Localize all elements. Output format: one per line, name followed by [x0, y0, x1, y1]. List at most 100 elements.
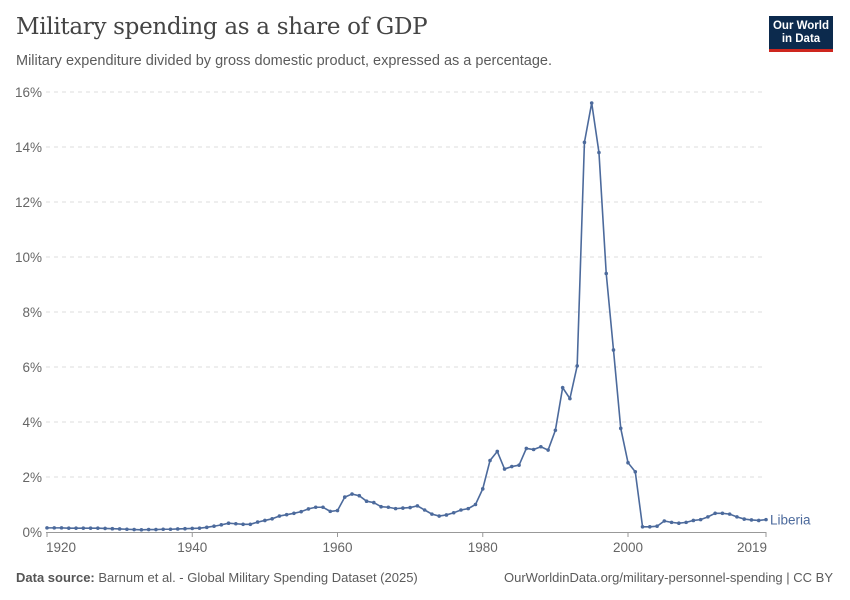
data-point — [444, 513, 449, 517]
series-label: Liberia — [770, 513, 811, 528]
data-point — [219, 523, 224, 527]
chart-subtitle: Military expenditure divided by gross do… — [16, 53, 552, 69]
logo-line1: Our World — [772, 20, 829, 32]
data-point — [706, 515, 710, 519]
logo-line2: in Data — [781, 33, 821, 45]
data-point — [154, 527, 158, 532]
data-point — [495, 449, 500, 454]
data-point — [74, 526, 78, 530]
data-point — [488, 458, 492, 463]
data-point — [132, 527, 136, 532]
data-point — [408, 505, 412, 510]
series-line — [47, 102, 767, 531]
data-point — [662, 519, 667, 523]
data-point — [81, 526, 86, 530]
y-tick-label: 2% — [22, 470, 42, 485]
owid-logo[interactable]: Our World in Data — [769, 16, 833, 52]
data-point — [589, 101, 594, 105]
data-point — [727, 512, 732, 516]
data-point — [473, 502, 478, 507]
y-tick-label: 10% — [15, 250, 42, 265]
y-tick-label: 8% — [22, 305, 42, 320]
source-label: Data source: — [16, 570, 95, 585]
x-tick-label: 1940 — [177, 540, 207, 555]
data-point — [422, 508, 427, 512]
data-point — [756, 518, 761, 523]
data-point — [350, 492, 354, 496]
data-point — [633, 469, 638, 474]
data-point — [742, 517, 747, 521]
data-point — [582, 140, 587, 145]
data-point — [306, 507, 311, 511]
data-point — [655, 524, 659, 529]
x-tick-label: 1960 — [322, 540, 352, 555]
data-point — [531, 447, 536, 452]
footer-link[interactable]: OurWorldinData.org/military-personnel-sp… — [504, 570, 833, 585]
data-point — [669, 520, 674, 525]
data-point — [342, 495, 347, 499]
data-point — [299, 509, 303, 514]
data-point — [125, 527, 129, 532]
data-point — [451, 510, 456, 515]
data-point — [161, 527, 166, 532]
data-point — [466, 506, 471, 511]
data-point — [372, 500, 376, 505]
data-point — [357, 493, 362, 498]
data-point — [270, 517, 274, 521]
data-point — [698, 517, 703, 522]
data-point — [735, 515, 739, 519]
data-point — [183, 526, 187, 531]
data-point — [226, 521, 231, 525]
data-point — [713, 511, 717, 516]
y-tick-label: 16% — [15, 85, 42, 100]
chart-title: Military spending as a share of GDP — [16, 14, 428, 40]
x-tick-label: 2019 — [737, 540, 767, 555]
data-point — [103, 526, 107, 531]
x-tick-label: 1920 — [46, 540, 76, 555]
data-point — [401, 506, 405, 510]
data-point — [524, 446, 529, 451]
data-point — [626, 460, 630, 465]
data-point — [437, 514, 441, 518]
data-point — [691, 518, 696, 523]
data-point — [430, 512, 434, 516]
data-point — [539, 444, 543, 449]
data-point — [480, 487, 485, 491]
data-point — [546, 448, 550, 452]
data-point — [568, 396, 572, 401]
x-tick-label: 2000 — [613, 540, 643, 555]
y-tick-label: 6% — [22, 360, 42, 375]
y-tick-label: 14% — [15, 140, 42, 155]
data-point — [502, 467, 507, 471]
data-point — [379, 504, 383, 509]
data-point — [255, 520, 260, 524]
data-point — [212, 524, 216, 529]
data-point — [59, 526, 64, 530]
data-source: Data source: Barnum et al. - Global Mili… — [16, 570, 418, 585]
data-point — [66, 526, 71, 530]
data-point — [640, 524, 645, 529]
data-point — [146, 527, 151, 532]
data-point — [749, 518, 754, 522]
data-point — [604, 271, 609, 276]
data-point — [139, 528, 144, 532]
data-point — [328, 509, 333, 514]
y-tick-label: 0% — [22, 525, 42, 540]
data-point — [364, 499, 369, 504]
data-point — [248, 522, 253, 527]
y-tick-label: 4% — [22, 415, 42, 430]
y-tick-label: 12% — [15, 195, 42, 210]
data-point — [292, 511, 296, 516]
data-point — [611, 348, 616, 352]
data-point — [553, 428, 558, 433]
data-point — [313, 505, 318, 510]
data-point — [560, 385, 565, 390]
data-point — [45, 526, 49, 530]
data-point — [175, 527, 180, 531]
data-point — [720, 511, 725, 516]
data-point — [190, 526, 195, 531]
data-point — [241, 522, 245, 527]
data-point — [234, 521, 238, 526]
data-point — [597, 150, 601, 155]
